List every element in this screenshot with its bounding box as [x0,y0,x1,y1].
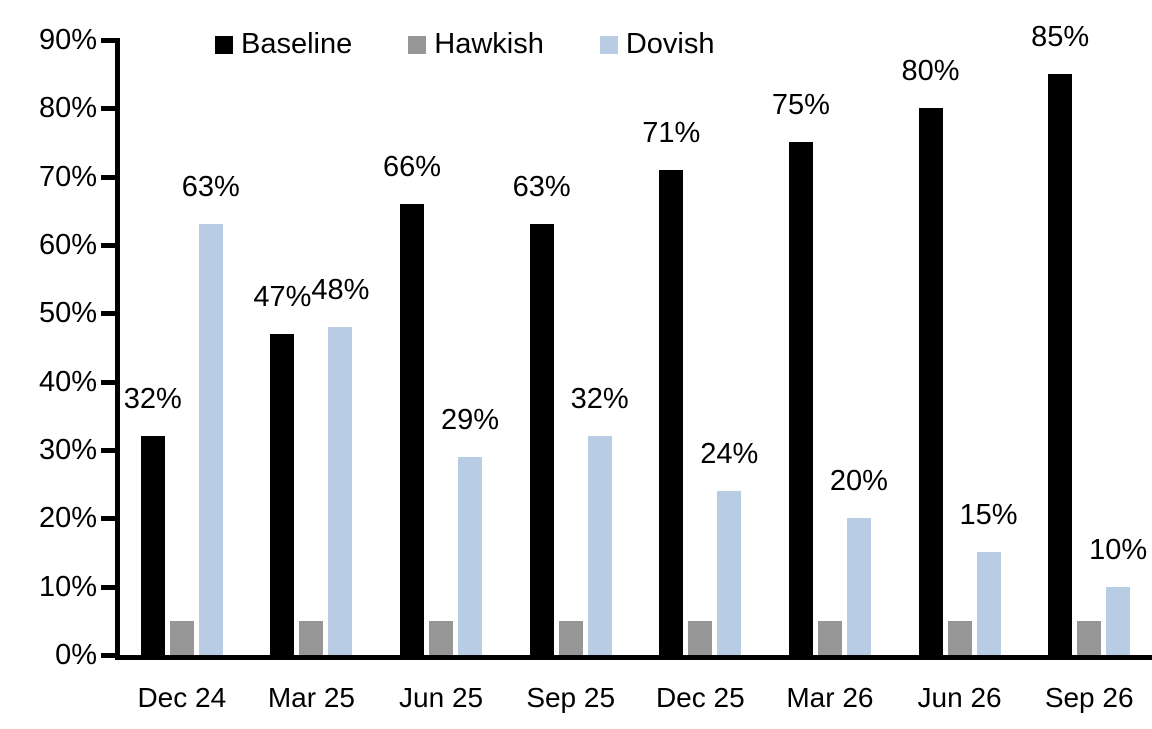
bar-baseline-mar-25 [270,334,295,655]
y-axis-tick [101,653,120,658]
chart-legend: Baseline Hawkish Dovish [215,30,715,59]
x-axis-label-sep-26: Sep 26 [1044,682,1134,713]
y-axis-tick [101,448,120,453]
bar-hawkish-dec-24 [169,621,194,655]
data-label-dovish-mar-25: 48% [311,274,370,306]
y-axis-tick-label: 90% [38,24,97,56]
bar-dovish-dec-25 [717,491,742,655]
data-label-dovish-dec-25: 24% [700,438,759,470]
bar-hawkish-jun-26 [947,621,972,655]
y-axis-tick-label: 20% [38,502,97,535]
data-label-baseline-jun-26: 80% [901,55,960,87]
bar-baseline-dec-25 [659,170,684,655]
bar-hawkish-mar-25 [299,621,324,655]
y-axis-tick [101,584,120,590]
data-label-baseline-mar-26: 75% [771,89,830,121]
bar-dovish-dec-24 [198,224,223,655]
y-axis-tick-label: 40% [38,365,97,398]
data-label-dovish-mar-26: 20% [829,465,888,497]
dovish-swatch-icon [599,35,618,54]
bar-baseline-sep-26 [1048,74,1073,655]
data-label-dovish-dec-24: 63% [181,171,240,203]
y-axis-tick [101,379,120,385]
data-label-baseline-mar-25: 47% [253,281,312,313]
data-label-baseline-dec-25: 71% [642,117,701,149]
y-axis-tick-label: 80% [38,92,97,125]
x-axis-label-dec-24: Dec 24 [137,682,227,713]
data-label-baseline-sep-26: 85% [1031,21,1090,53]
y-axis-tick-label: 30% [38,434,97,466]
bar-dovish-mar-26 [846,518,871,655]
bar-hawkish-mar-26 [817,621,842,655]
y-axis-tick-label: 10% [38,570,97,603]
data-label-dovish-jun-25: 29% [441,404,500,436]
x-axis-label-jun-25: Jun 25 [399,682,484,713]
y-axis-tick [101,516,120,522]
y-axis-line [115,38,120,660]
data-label-dovish-sep-26: 10% [1089,534,1148,566]
data-label-baseline-jun-25: 66% [383,151,442,183]
bar-baseline-mar-26 [788,142,813,655]
bar-baseline-jun-26 [918,108,943,655]
legend-item-hawkish: Hawkish [408,30,544,59]
bar-dovish-jun-26 [976,552,1001,655]
bar-hawkish-sep-26 [1077,621,1102,655]
data-label-baseline-dec-24: 32% [123,383,182,415]
x-axis-label-jun-26: Jun 26 [917,682,1002,713]
data-label-dovish-sep-25: 32% [570,383,629,415]
x-axis-label-dec-25: Dec 25 [655,682,745,713]
legend-label-baseline: Baseline [241,28,353,60]
y-axis-tick-label: 0% [55,639,97,671]
bar-dovish-sep-26 [1106,587,1131,655]
bar-dovish-jun-25 [458,457,483,655]
y-axis-tick [101,243,120,248]
hawkish-swatch-icon [408,35,427,54]
bar-baseline-sep-25 [529,224,554,655]
x-axis-label-sep-25: Sep 25 [526,682,616,713]
legend-label-dovish: Dovish [625,28,715,60]
bar-dovish-mar-25 [328,327,353,655]
data-label-baseline-sep-25: 63% [512,171,571,203]
legend-item-baseline: Baseline [215,30,352,59]
y-axis-tick-label: 50% [38,297,97,330]
legend-item-dovish: Dovish [599,28,715,60]
y-axis-tick [101,174,120,180]
bar-hawkish-jun-25 [429,621,454,655]
data-label-dovish-jun-26: 15% [959,499,1018,531]
bar-baseline-jun-25 [400,204,425,655]
baseline-swatch-icon [215,35,233,54]
bar-dovish-sep-25 [587,436,612,655]
bar-baseline-dec-24 [140,436,165,655]
y-axis-tick [101,311,120,317]
y-axis-tick-label: 60% [38,229,97,261]
bar-hawkish-sep-25 [558,621,583,655]
legend-label-hawkish: Hawkish [434,28,544,60]
y-axis-tick-label: 70% [38,160,97,193]
x-axis-label-mar-25: Mar 25 [267,682,356,713]
y-axis-tick [101,106,120,112]
x-axis-label-mar-26: Mar 26 [786,682,874,713]
bar-hawkish-dec-25 [688,621,713,655]
x-axis-line [115,655,1152,660]
y-axis-tick [101,38,120,43]
